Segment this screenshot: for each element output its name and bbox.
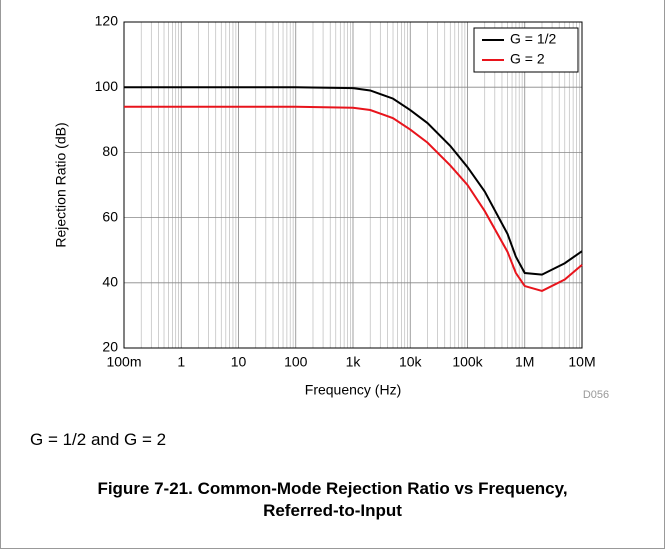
y-axis-label: Rejection Ratio (dB) (53, 122, 69, 247)
x-tick-label: 100m (106, 354, 141, 370)
caption-line: Figure 7-21. Common-Mode Rejection Ratio… (97, 479, 568, 498)
chart: Rejection Ratio (dB) Frequency (Hz) D056… (53, 13, 609, 401)
x-tick-label: 100k (452, 354, 483, 370)
y-tick-label: 60 (102, 208, 118, 224)
x-tick-label: 100 (284, 354, 308, 370)
x-tick-label: 1M (515, 354, 534, 370)
y-tick-label: 120 (95, 13, 119, 29)
note: G = 1/2 and G = 2 (30, 430, 167, 449)
annotation: D056 (583, 389, 609, 401)
legend-box (473, 27, 579, 73)
legend-label: G = 1/2 (510, 31, 557, 47)
legend: G = 1/2 G = 2 (473, 27, 579, 73)
y-tick-label: 80 (102, 143, 118, 159)
y-tick-label: 100 (95, 78, 119, 94)
x-tick-label: 10 (231, 354, 247, 370)
x-tick-label: 10M (568, 354, 595, 370)
x-tick-label: 1 (177, 354, 185, 370)
y-tick-label: 40 (102, 274, 118, 290)
y-tick-label: 20 (102, 339, 118, 355)
x-tick-label: 1k (346, 354, 362, 370)
plot-border (123, 21, 583, 349)
x-tick-label: 10k (399, 354, 423, 370)
legend-label: G = 2 (510, 51, 545, 67)
caption: Figure 7-21. Common-Mode Rejection Ratio… (0, 478, 665, 522)
caption-line: Referred-to-Input (263, 501, 402, 520)
series-line (124, 105, 583, 293)
series-line (124, 86, 583, 276)
x-axis-label: Frequency (Hz) (305, 382, 401, 398)
